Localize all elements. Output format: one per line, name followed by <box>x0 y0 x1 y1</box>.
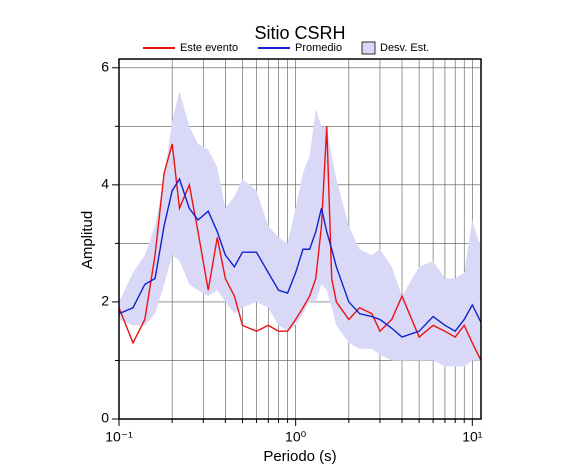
y-axis-label: Amplitud <box>79 211 96 269</box>
std-band <box>119 91 481 367</box>
series-line <box>118 126 482 361</box>
x-tick-label: 10⁻¹ <box>105 429 133 445</box>
x-tick-label: 10¹ <box>462 429 483 445</box>
x-tick-label: 10⁰ <box>285 429 307 445</box>
legend-swatch <box>361 41 376 55</box>
legend-label: Promedio <box>295 42 342 54</box>
legend-label: Este evento <box>180 42 238 54</box>
legend-label: Desv. Est. <box>380 42 429 54</box>
chart-title: Sitio CSRH <box>254 23 345 43</box>
plot-frame <box>118 58 482 420</box>
y-tick-label: 2 <box>101 293 109 309</box>
y-tick-label: 4 <box>101 176 109 192</box>
x-axis-label: Periodo (s) <box>263 448 336 465</box>
y-tick-label: 0 <box>101 410 109 426</box>
series-line <box>118 177 482 338</box>
y-tick-label: 6 <box>101 58 109 74</box>
